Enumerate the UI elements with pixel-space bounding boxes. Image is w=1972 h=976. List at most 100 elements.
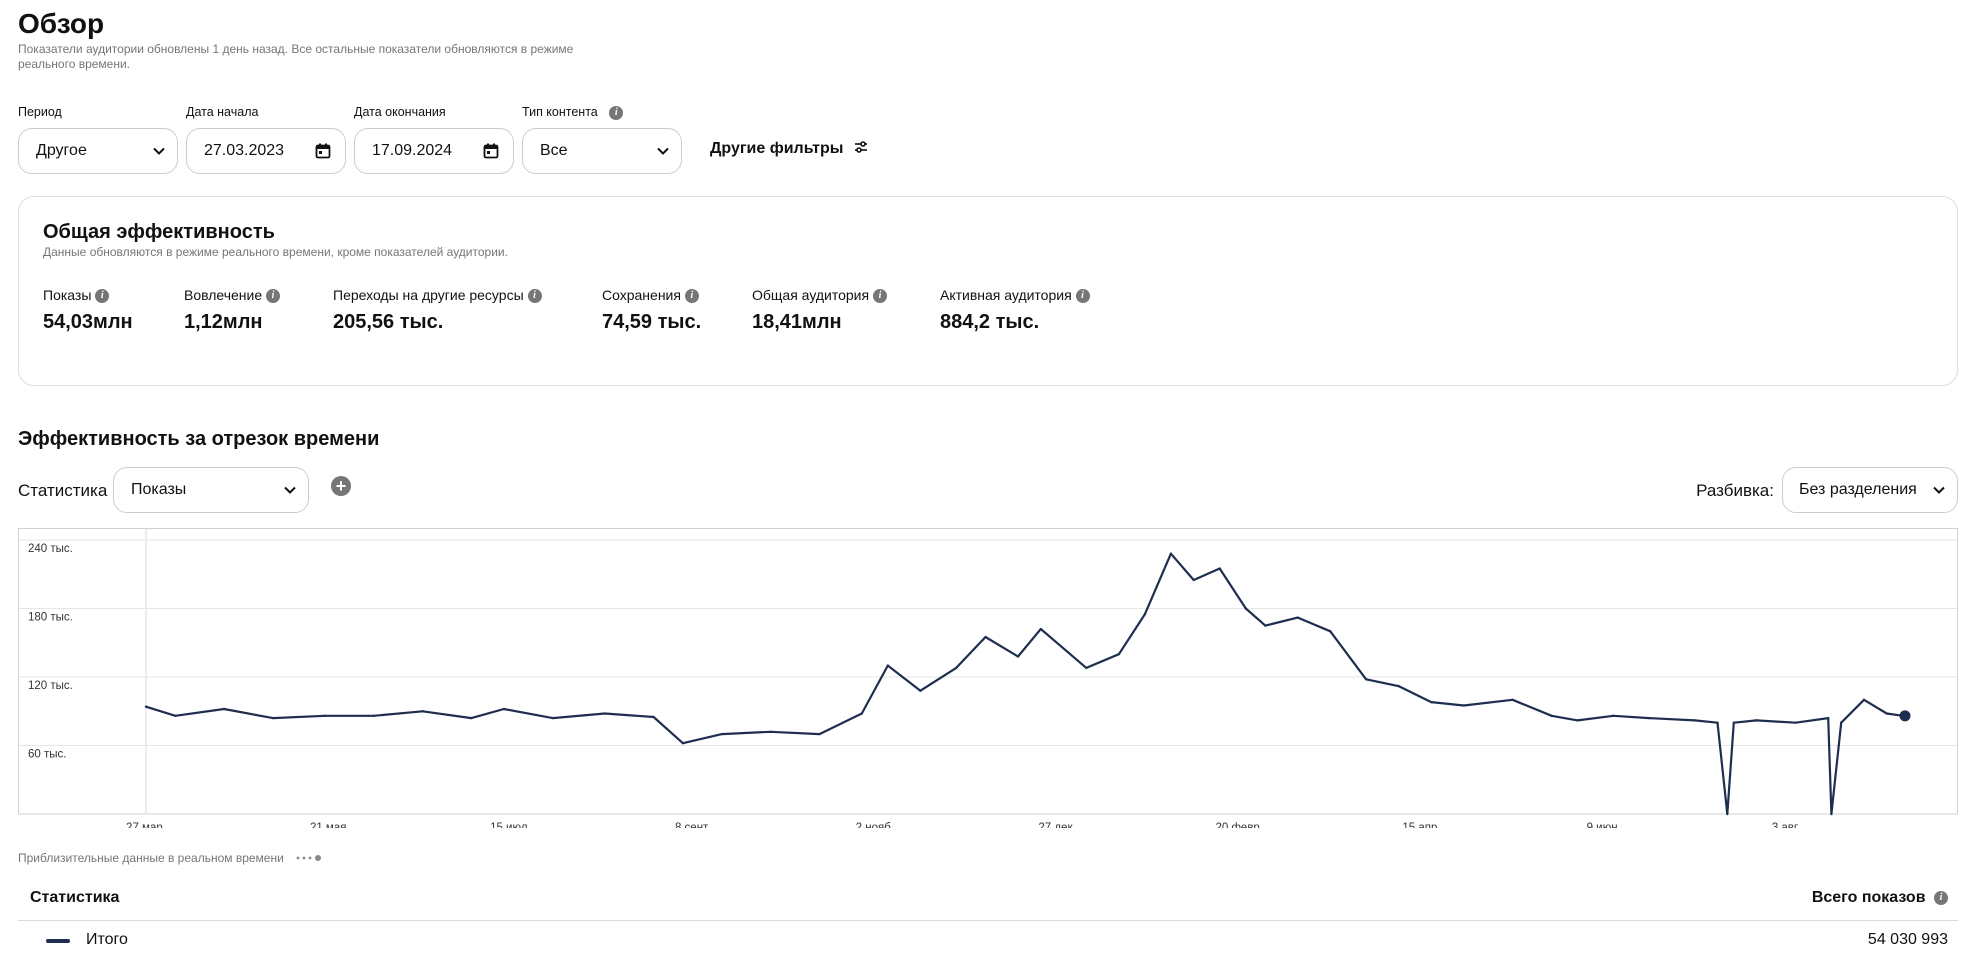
x-tick-label: 8 сент. (675, 822, 710, 828)
data-point (421, 710, 424, 713)
period-select[interactable]: Другое (18, 128, 178, 174)
data-point (1511, 698, 1514, 702)
data-point (1430, 700, 1433, 704)
end-date-field[interactable]: 17.09.2024 (354, 128, 514, 174)
data-point (1218, 567, 1221, 570)
metric-label: Активная аудитория (940, 287, 1072, 303)
data-point (1244, 607, 1247, 610)
data-point (372, 714, 375, 718)
end-date-label: Дата окончания (354, 105, 446, 119)
data-point (1794, 721, 1797, 724)
data-point (174, 714, 177, 718)
data-point (1329, 630, 1332, 633)
data-point (1732, 721, 1736, 724)
info-icon[interactable]: i (684, 289, 699, 304)
x-tick-label: 20 февр. (1215, 822, 1263, 828)
data-point (1462, 704, 1465, 707)
data-point (860, 712, 864, 715)
metric-label: Переходы на другие ресурсы (333, 287, 524, 303)
x-tick-label: 15 апр. (1402, 822, 1440, 828)
split-select[interactable]: Без разделения (1782, 467, 1958, 513)
metric-impressions: Показы i 54,03млн (43, 287, 133, 334)
plot-frame (18, 528, 1958, 815)
page-subtitle: Показатели аудитории обновлены 1 день на… (18, 42, 574, 71)
table-row: Итого 54 030 993 (18, 922, 1958, 962)
metric-value: 18,41млн (752, 311, 842, 334)
info-icon[interactable]: i (1075, 289, 1090, 304)
overall-subtitle: Данные обновляются в режиме реального вр… (43, 245, 508, 259)
chevron-down-icon (1933, 486, 1945, 494)
data-point (1364, 678, 1368, 681)
end-date-value: 17.09.2024 (372, 142, 453, 159)
chevron-down-icon (284, 486, 296, 494)
content-type-value: Все (540, 142, 568, 159)
series-line (145, 552, 1904, 816)
data-point (1885, 712, 1888, 715)
data-point (1016, 655, 1020, 658)
metric-label: Сохранения (602, 287, 681, 303)
data-point (1039, 627, 1042, 631)
info-icon[interactable]: i (609, 105, 624, 120)
x-tick-label: 27 дек. (1038, 822, 1075, 828)
content-type-select[interactable]: Все (522, 128, 682, 174)
data-point (1192, 578, 1195, 582)
data-point (222, 707, 226, 711)
metric-label: Общая аудитория (752, 287, 870, 303)
chevron-down-icon (153, 147, 165, 155)
metric-value: 54,03млн (43, 311, 133, 334)
data-point (1085, 666, 1088, 670)
metric-saves: Сохранения i 74,59 тыс. (602, 287, 701, 334)
info-icon[interactable]: i (527, 289, 542, 304)
data-point (1726, 812, 1729, 816)
data-point (681, 742, 685, 745)
info-icon[interactable]: i (872, 289, 887, 304)
series-swatch (46, 939, 70, 943)
data-point (919, 689, 922, 692)
metric-value: 1,12млн (184, 311, 263, 334)
table-head-stat: Статистика (30, 889, 120, 906)
x-tick-label: 21 мая (310, 822, 347, 828)
data-point (1755, 719, 1758, 722)
data-point (1296, 616, 1300, 619)
metric-outbound-clicks: Переходы на другие ресурсы i 205,56 тыс. (333, 287, 542, 334)
y-tick-label: 180 тыс. (28, 612, 73, 624)
overall-title: Общая эффективность (43, 221, 275, 243)
data-point (984, 635, 987, 639)
start-date-value: 27.03.2023 (204, 142, 285, 159)
data-point (470, 716, 473, 720)
metric-active-audience: Активная аудитория i 884,2 тыс. (940, 287, 1090, 334)
x-tick-label: 9 июн. (1587, 822, 1621, 828)
metric-value: 74,59 тыс. (602, 311, 702, 334)
info-icon[interactable]: i (266, 289, 281, 304)
data-point (769, 730, 772, 733)
split-label: Разбивка: (1696, 481, 1774, 500)
data-point (1612, 714, 1615, 718)
realtime-note: Приблизительные данные в реальном времен… (18, 851, 325, 865)
metric-total-audience: Общая аудитория i 18,41млн (752, 287, 887, 334)
period-value: Другое (36, 142, 87, 159)
y-tick-label: 60 тыс. (28, 749, 66, 761)
stat-select[interactable]: Показы (113, 467, 309, 513)
start-date-field[interactable]: 27.03.2023 (186, 128, 346, 174)
data-point (720, 732, 724, 736)
data-point (652, 715, 655, 719)
data-point (1693, 719, 1696, 722)
data-point (1143, 613, 1147, 616)
data-point (502, 707, 506, 711)
more-filters-label: Другие фильтры (710, 140, 844, 157)
data-point (1264, 624, 1267, 627)
metric-label: Вовлечение (184, 287, 263, 303)
more-filters-button[interactable]: Другие фильтры (710, 140, 868, 158)
data-point (603, 712, 606, 715)
data-point (144, 705, 148, 708)
info-icon[interactable]: i (1934, 890, 1948, 905)
page-title: Обзор (18, 8, 105, 39)
data-point (323, 714, 327, 718)
info-icon[interactable]: i (95, 289, 110, 304)
data-point (1397, 684, 1400, 688)
data-point (1169, 552, 1173, 555)
stat-value: Показы (131, 481, 187, 498)
add-metric-icon[interactable]: + (331, 476, 351, 496)
current-point-marker[interactable] (1899, 710, 1911, 722)
data-point (1839, 721, 1843, 724)
